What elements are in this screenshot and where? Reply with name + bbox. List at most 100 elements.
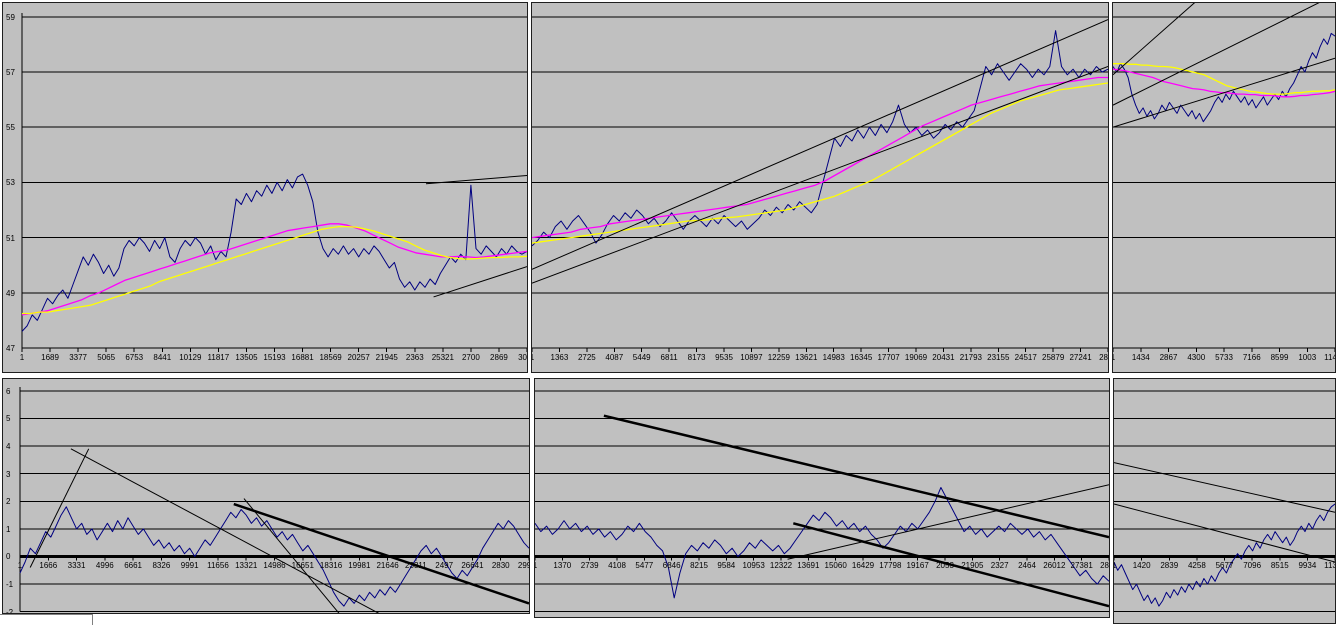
x-tick-label: 6753 (125, 353, 144, 362)
x-tick-label: 5733 (1215, 353, 1233, 362)
x-tick-label: 10129 (179, 353, 202, 362)
y-tick-label: 47 (6, 344, 15, 353)
x-tick-label: 1420 (1132, 561, 1151, 571)
x-tick-label: 21793 (959, 353, 982, 362)
trendline (1113, 57, 1335, 128)
y-tick-label: 57 (6, 68, 15, 77)
x-tick-label: 12259 (767, 353, 790, 362)
x-tick-label: 9934 (1298, 561, 1317, 571)
x-tick-label: 1363 (550, 353, 569, 362)
x-tick-label: 8515 (1270, 561, 1289, 571)
x-tick-label: 4996 (95, 561, 114, 571)
x-tick-label: 8326 (152, 561, 171, 571)
x-tick-label: 11817 (207, 353, 230, 362)
chart-panel-price-2: 1 1363 2725 4087 5449 6811 8173 9535 10897 12259 1… (531, 2, 1109, 373)
x-tick-label: 25879 (1042, 353, 1065, 362)
x-tick-label: 1003 (1298, 353, 1317, 362)
x-tick-label: 16429 (851, 561, 875, 571)
chart-canvas (21, 12, 527, 352)
chart-canvas (19, 386, 529, 613)
x-tick-label: 2725 (577, 353, 596, 362)
x-tick-label: 16345 (850, 353, 873, 362)
trendline (1114, 462, 1335, 513)
trendline (233, 502, 529, 605)
x-tick-label: 2839 (1160, 561, 1179, 571)
series-price (532, 30, 1108, 247)
x-tick-label: 26641 (461, 561, 484, 571)
y-tick-label: -1 (6, 580, 14, 589)
x-tick-label: 9584 (717, 561, 736, 571)
x-tick-label: 1 (1113, 353, 1115, 362)
series-price (1113, 32, 1335, 123)
x-tick-label: 21905 (961, 561, 984, 571)
x-tick-label: 1666 (39, 561, 58, 571)
x-tick-label: 21945 (375, 353, 398, 362)
sheet-tab-strip[interactable] (0, 614, 93, 625)
x-tick-label: 27241 (1069, 353, 1092, 362)
x-tick-label: 2867 (1159, 353, 1178, 362)
x-tick-label: 13321 (235, 561, 258, 571)
x-tick-label: 1 (535, 561, 537, 570)
y-tick-label: -2 (6, 608, 14, 614)
x-tick-label: 7166 (1242, 353, 1261, 362)
x-tick-label: 19167 (906, 561, 929, 571)
y-tick-label: 53 (6, 178, 15, 187)
x-tick-label: 11353 (1324, 561, 1335, 571)
chart-canvas (1113, 3, 1335, 352)
x-tick-label: 3038 (518, 353, 528, 362)
series-ma-fast (21, 223, 527, 316)
x-tick-label: 9535 (715, 353, 733, 362)
series-oscillator (1114, 503, 1335, 607)
trendline (532, 66, 1108, 284)
x-tick-label: 6661 (124, 561, 143, 571)
x-tick-label: 14986 (263, 561, 286, 571)
x-tick-label: 13505 (235, 353, 258, 362)
x-tick-label: 8173 (687, 353, 706, 362)
series-ma-slow (1113, 63, 1335, 95)
x-tick-label: 2869 (490, 353, 508, 362)
x-tick-label: 18569 (319, 353, 342, 362)
x-tick-label: 11465 (1324, 353, 1335, 362)
x-tick-label: 2875 (1100, 561, 1110, 571)
chart-panel-oscillator-2: 1 1370 2739 4108 5477 6846 8215 9584 10953 12322 1… (534, 378, 1110, 618)
x-tick-label: 2464 (1018, 561, 1036, 571)
x-tick-label: 1370 (553, 561, 572, 571)
y-tick-label: 4 (6, 442, 11, 451)
y-tick-label: 3 (6, 470, 11, 479)
x-tick-label: 7096 (1243, 561, 1262, 571)
x-tick-label: 20257 (347, 353, 370, 362)
x-tick-label: 1 (19, 353, 25, 362)
x-tick-label: 2053 (936, 561, 954, 571)
x-tick-label: 6811 (660, 353, 678, 362)
x-tick-label: 9991 (180, 561, 199, 571)
x-tick-label: 15060 (824, 561, 847, 571)
x-tick-label: 12322 (769, 561, 793, 571)
x-tick-label: 14983 (822, 353, 845, 362)
x-tick-label: 1 (532, 353, 534, 362)
x-tick-label: 8441 (153, 353, 172, 362)
x-tick-label: 29971 (517, 561, 529, 571)
y-tick-label: 55 (6, 123, 15, 132)
trendline (792, 522, 1109, 608)
chart-canvas (532, 16, 1108, 352)
x-tick-label: 1 (17, 561, 23, 571)
trendline (70, 448, 380, 613)
y-tick-label: 6 (6, 387, 11, 396)
x-tick-label: 5677 (1215, 561, 1234, 571)
series-ma-slow (532, 82, 1108, 244)
chart-canvas (535, 390, 1109, 613)
y-tick-label: 1 (6, 525, 11, 534)
x-tick-label: 2700 (461, 353, 480, 362)
series-oscillator (535, 487, 1109, 599)
chart-panel-price-1: 1 1689 3377 5065 6753 8441 10129 11817 13505 1519… (2, 2, 528, 373)
y-tick-label: 2 (6, 497, 11, 506)
trendline (425, 175, 527, 185)
x-tick-label: 10897 (740, 353, 763, 362)
trendline (1113, 3, 1195, 76)
x-tick-label: 16651 (291, 561, 314, 571)
x-tick-label: 1 (1114, 561, 1116, 570)
x-tick-label: 8599 (1270, 353, 1289, 362)
x-tick-label: 18316 (319, 561, 343, 571)
x-tick-label: 4300 (1187, 353, 1206, 362)
x-tick-label: 13691 (797, 561, 820, 571)
